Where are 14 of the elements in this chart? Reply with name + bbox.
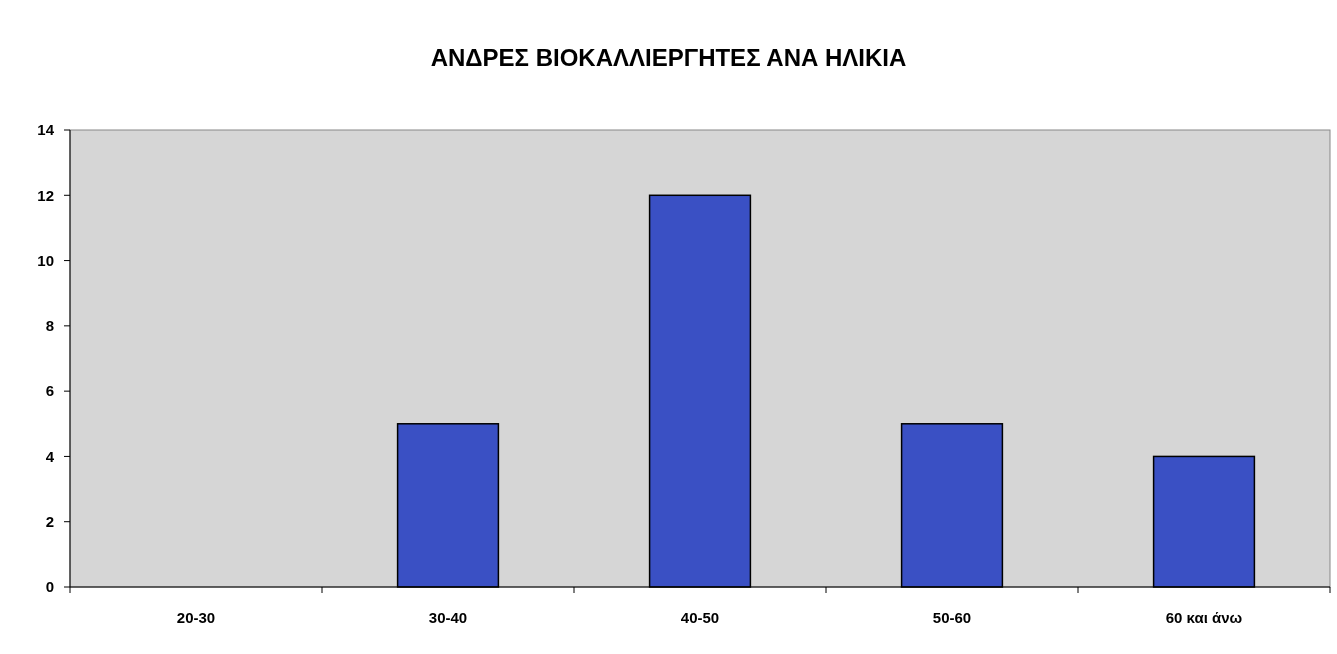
y-tick-label: 14 — [37, 121, 55, 139]
y-tick-label: 12 — [37, 186, 54, 204]
x-tick-label: 50-60 — [932, 609, 972, 626]
x-tick-label: 40-50 — [680, 609, 720, 626]
y-tick-label: 6 — [45, 382, 54, 400]
y-tick-label: 0 — [45, 578, 54, 596]
x-tick-label: 20-30 — [176, 609, 216, 626]
y-tick-label: 8 — [45, 317, 54, 335]
y-tick-label: 10 — [37, 251, 54, 269]
y-tick-label: 4 — [45, 447, 55, 465]
x-tick-label: 60 και άνω — [1165, 609, 1243, 626]
y-tick-label: 2 — [45, 512, 54, 530]
chart-title: ΑΝΔΡΕΣ ΒΙΟΚΑΛΛΙΕΡΓΗΤΕΣ ΑΝΑ ΗΛΙΚΙΑ — [430, 44, 907, 71]
x-tick-label: 30-40 — [428, 609, 468, 626]
